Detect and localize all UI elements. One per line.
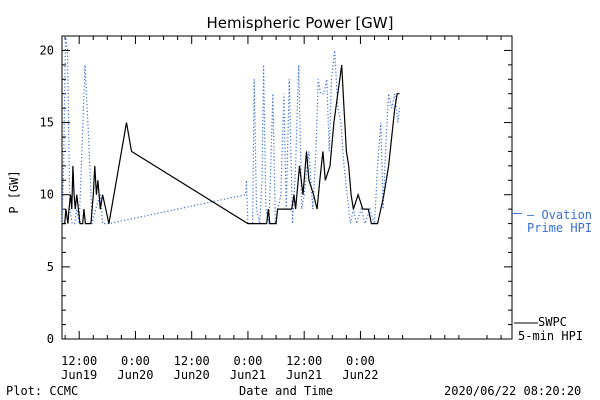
- legend-swpc: SWPC 5-min HPI: [514, 315, 583, 343]
- y-tick-label: 15: [40, 116, 54, 130]
- y-tick-label: 20: [40, 43, 54, 57]
- legend-ovation-line2: Prime HPI: [527, 221, 592, 235]
- x-axis-label: Date and Time: [239, 384, 333, 398]
- x-tick-label-time: 0:00: [346, 354, 375, 368]
- x-axis: 12:00Jun190:00Jun2012:00Jun200:00Jun2112…: [61, 36, 502, 382]
- x-tick-label-time: 12:00: [286, 354, 322, 368]
- y-tick-label: 10: [40, 188, 54, 202]
- plot-frame: [61, 35, 513, 340]
- series-line-ovation: [61, 35, 401, 226]
- x-tick-label-time: 0:00: [233, 354, 262, 368]
- x-tick-label-time: 12:00: [174, 354, 210, 368]
- plot-timestamp: 2020/06/22 08:20:20: [444, 384, 581, 398]
- chart-title: Hemispheric Power [GW]: [207, 14, 394, 32]
- x-tick-label-time: 12:00: [61, 354, 97, 368]
- x-tick-label-date: Jun20: [174, 368, 210, 382]
- x-tick-label-time: 0:00: [121, 354, 150, 368]
- legend-ovation-line1: — Ovation: [527, 208, 592, 222]
- series-layer: [61, 35, 522, 226]
- x-tick-label-date: Jun19: [61, 368, 97, 382]
- plot-credit: Plot: CCMC: [6, 384, 78, 398]
- y-axis-label: P [GW]: [7, 170, 21, 213]
- legend-ovation: — Ovation Prime HPI: [527, 208, 592, 235]
- legend-swpc-line2: 5-min HPI: [518, 329, 583, 343]
- x-tick-label-date: Jun22: [342, 368, 378, 382]
- series-line-swpc: [62, 64, 400, 225]
- y-tick-label: 0: [47, 332, 54, 346]
- y-tick-label: 5: [47, 260, 54, 274]
- x-tick-label-date: Jun21: [230, 368, 266, 382]
- x-tick-label-date: Jun21: [286, 368, 322, 382]
- y-axis: 0 5 10 15 20: [40, 43, 512, 346]
- x-tick-label-date: Jun20: [117, 368, 153, 382]
- legend-swpc-line1: SWPC: [538, 315, 567, 329]
